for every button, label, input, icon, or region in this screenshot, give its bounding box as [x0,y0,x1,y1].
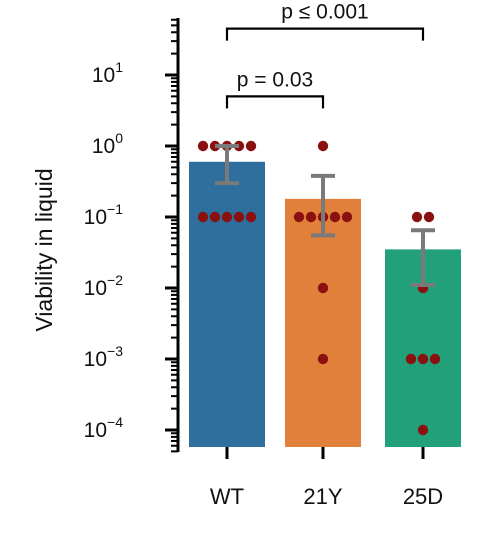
data-point [429,353,441,365]
x-tick-label-wt: WT [210,484,244,509]
data-point [305,211,317,223]
data-point [317,140,329,152]
significance-bracket [225,27,425,41]
significance-label: p = 0.03 [237,68,313,91]
data-point [411,211,423,223]
y-axis-title: Viability in liquid [31,168,57,331]
y-axis: 101 100 10−1 10−2 10−3 10−4 [84,18,180,453]
bar-wt [189,161,265,447]
y-tick-label: 10−2 [84,272,124,300]
data-point [209,211,221,223]
data-point [417,353,429,365]
x-axis-labels: WT 21Y 25D [210,447,443,509]
significance-annotations: p = 0.03 p ≤ 0.001 [225,1,425,109]
data-point [221,211,233,223]
error-bars-layer [215,144,435,288]
data-point [293,211,305,223]
y-tick-label: 100 [92,130,123,158]
bar-21y [285,198,361,447]
y-tick-label: 10−3 [84,343,124,371]
data-point [245,211,257,223]
y-tick-label: 101 [92,59,123,87]
data-point [405,353,417,365]
data-point [341,211,353,223]
y-tick-label: 10−4 [84,414,124,442]
data-point [197,211,209,223]
x-tick-label-25d: 25D [403,484,443,509]
data-point [329,211,341,223]
data-point [417,424,429,436]
data-point [245,140,257,152]
bars-layer [189,161,461,447]
data-point [423,211,435,223]
data-point [317,353,329,365]
data-point [317,282,329,294]
data-point [197,140,209,152]
data-point [233,211,245,223]
significance-bracket [225,95,325,109]
significance-label: p ≤ 0.001 [281,1,368,24]
x-tick-label-21y: 21Y [303,484,342,509]
y-tick-label: 10−1 [84,201,124,229]
